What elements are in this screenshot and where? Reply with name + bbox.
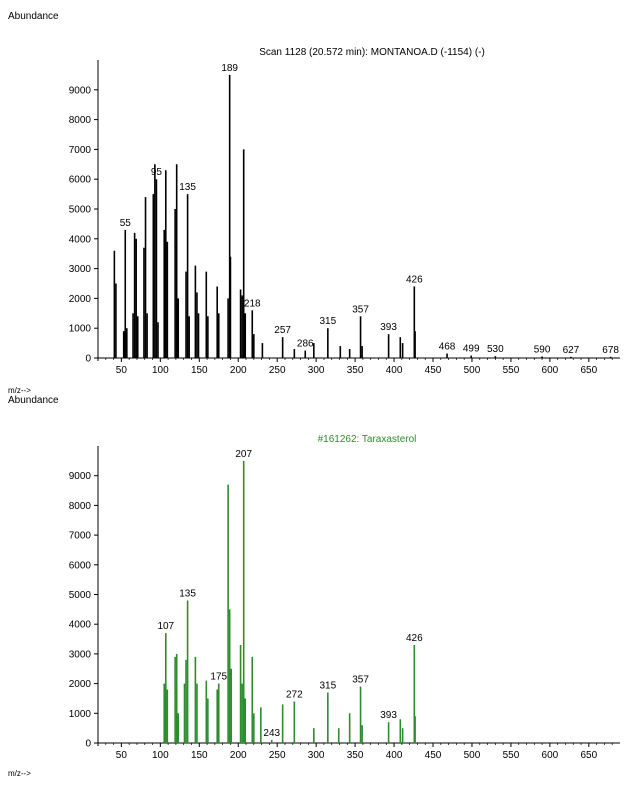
top-abundance-label: Abundance (8, 11, 59, 22)
top-x-tick-label: 100 (152, 365, 169, 376)
top-peak-label: 530 (487, 344, 504, 355)
top-y-tick-label: 2000 (69, 294, 92, 305)
bottom-x-tick-label: 500 (464, 750, 481, 761)
top-x-tick-label: 250 (269, 365, 286, 376)
top-x-tick-label: 450 (425, 365, 442, 376)
bottom-peak-label: 135 (179, 588, 196, 599)
bottom-peak-label: 207 (235, 449, 252, 460)
bottom-y-tick-label: 6000 (69, 560, 92, 571)
bottom-y-tick-label: 4000 (69, 620, 92, 631)
top-spectrum-panel: 0 1000 2000 3000 4000 5000 6000 7000 8000 9000 50 1… (69, 60, 620, 376)
bottom-peak-label: 272 (286, 689, 303, 700)
top-y-tick-label: 5000 (69, 205, 92, 216)
top-x-tick-label: 300 (308, 365, 325, 376)
bottom-spectrum-panel: 0 1000 2000 3000 4000 5000 6000 7000 8000 9000 50 1… (69, 446, 620, 761)
top-y-tick-label: 4000 (69, 234, 92, 245)
top-x-tick-label: 50 (116, 365, 128, 376)
bottom-xaxis-caption: m/z--> (8, 769, 31, 778)
bottom-x-tick-label: 250 (269, 750, 286, 761)
bottom-peak-label: 357 (352, 675, 369, 686)
bottom-y-tick-label: 0 (85, 739, 91, 750)
top-x-tick-label: 500 (464, 365, 481, 376)
bottom-x-tick-label: 50 (116, 750, 128, 761)
top-y-tick-label: 8000 (69, 115, 92, 126)
bottom-x-tick-label: 300 (308, 750, 325, 761)
bottom-x-tick-label: 150 (191, 750, 208, 761)
top-peak-label: 357 (352, 304, 369, 315)
top-peak-label: 135 (179, 182, 196, 193)
bottom-y-tick-label: 8000 (69, 501, 92, 512)
top-y-tick-label: 1000 (69, 324, 92, 335)
bottom-x-tick-label: 550 (503, 750, 520, 761)
bottom-x-tick-label: 400 (386, 750, 403, 761)
bottom-y-tick-label: 1000 (69, 709, 92, 720)
top-x-tick-label: 150 (191, 365, 208, 376)
bottom-x-tick-label: 200 (230, 750, 247, 761)
top-x-tick-label: 400 (386, 365, 403, 376)
top-x-tick-label: 550 (503, 365, 520, 376)
top-peak-label: 499 (463, 344, 480, 355)
top-peak-label: 468 (439, 342, 456, 353)
bottom-y-tick-label: 7000 (69, 531, 92, 542)
top-peak-label: 315 (319, 316, 336, 327)
bottom-x-tick-label: 650 (580, 750, 597, 761)
top-peak-label: 590 (534, 345, 551, 356)
top-peak-label: 189 (221, 63, 238, 74)
top-peak-label: 393 (380, 322, 397, 333)
bottom-x-tick-label: 100 (152, 750, 169, 761)
top-x-tick-label: 650 (580, 365, 597, 376)
bottom-x-tick-label: 600 (542, 750, 559, 761)
bottom-y-tick-label: 2000 (69, 679, 92, 690)
top-chart-title: Scan 1128 (20.572 min): MONTANOA.D (-115… (259, 47, 485, 58)
bottom-peak-label: 393 (380, 710, 397, 721)
bottom-chart-title: #161262: Taraxasterol (318, 434, 417, 445)
top-peak-label: 257 (274, 325, 291, 336)
bottom-y-tick-label: 5000 (69, 590, 92, 601)
top-y-tick-label: 9000 (69, 85, 92, 96)
top-x-tick-label: 600 (542, 365, 559, 376)
bottom-peak-label: 107 (157, 621, 174, 632)
top-peak-label: 426 (406, 274, 423, 285)
bottom-y-tick-label: 9000 (69, 471, 92, 482)
bottom-peak-label: 315 (319, 681, 336, 692)
top-y-tick-label: 3000 (69, 264, 92, 275)
top-peak-label: 627 (563, 345, 580, 356)
top-peak-label: 678 (602, 345, 619, 356)
bottom-peak-label: 175 (210, 672, 227, 683)
top-x-tick-label: 350 (347, 365, 364, 376)
bottom-x-tick-label: 450 (425, 750, 442, 761)
bottom-y-tick-label: 3000 (69, 649, 92, 660)
top-peak-label: 218 (244, 298, 261, 309)
top-y-tick-label: 6000 (69, 175, 92, 186)
bottom-abundance-label: Abundance (8, 395, 59, 406)
bottom-peak-label: 426 (406, 633, 423, 644)
bottom-peak-label: 243 (263, 728, 280, 739)
top-xaxis-caption: m/z--> (8, 386, 31, 395)
top-y-tick-label: 7000 (69, 145, 92, 156)
top-x-tick-label: 200 (230, 365, 247, 376)
top-peak-label: 55 (120, 218, 132, 229)
top-peak-label: 95 (151, 167, 163, 178)
top-peak-label: 286 (297, 339, 314, 350)
bottom-x-tick-label: 350 (347, 750, 364, 761)
top-y-tick-label: 0 (85, 354, 91, 365)
